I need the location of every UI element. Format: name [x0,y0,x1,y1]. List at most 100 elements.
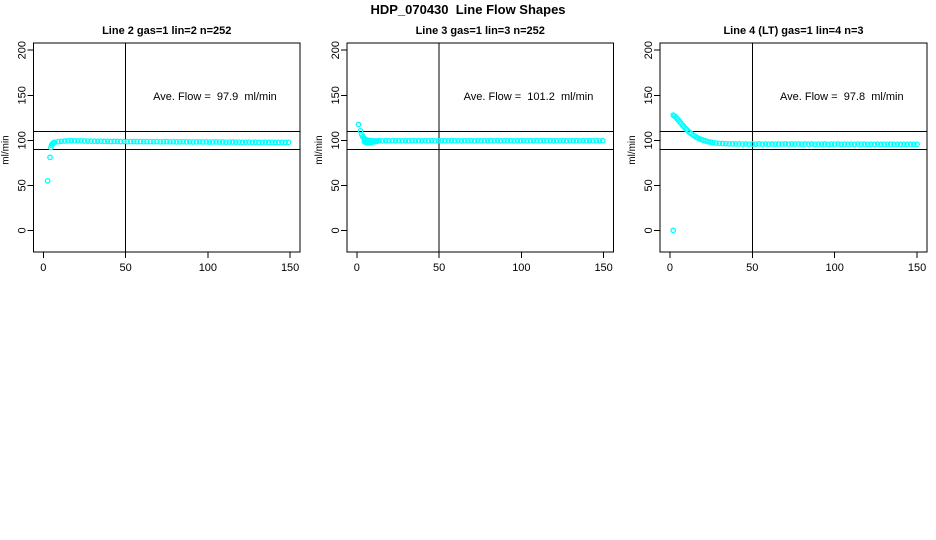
data-point [160,138,167,145]
data-point [821,141,828,147]
x-tick-label: 0 [667,262,673,274]
data-point [272,139,279,146]
data-point [478,137,484,144]
data-point [590,138,596,144]
data-point [878,141,884,148]
data-point [524,138,530,144]
data-point [858,141,864,148]
panel-title: Line 4 (LT) gas=1 lin=4 n=3 [723,25,863,37]
data-point [841,141,848,147]
data-point [553,137,560,144]
panel-title: Line 2 gas=1 lin=2 n=252 [102,25,231,37]
data-point [107,138,114,145]
data-point [576,138,583,144]
y-tick-label: 50 [330,179,342,191]
y-tick-label: 100 [16,131,28,149]
data-point [262,139,269,146]
chart-main-title: HDP_070430 Line Flow Shapes [370,2,566,17]
data-point [183,139,190,145]
data-point [583,137,590,144]
data-point [481,137,488,144]
data-point [451,137,458,144]
data-point [376,137,382,144]
data-point [154,138,160,145]
data-point [573,137,580,144]
data-point [769,141,775,147]
data-point [732,141,739,147]
data-point [372,137,379,144]
data-point [887,141,894,147]
data-point [415,137,422,144]
data-point [409,137,415,144]
x-tick-label: 0 [354,262,360,274]
data-point [84,138,91,144]
data-point [269,139,275,146]
data-point [265,139,272,146]
y-tick-label: 50 [16,179,28,191]
data-point [279,139,285,146]
data-point [140,138,147,145]
data-point [835,141,841,147]
data-point [419,138,425,144]
data-point [854,141,861,147]
x-tick-label: 0 [40,262,46,274]
data-point [904,141,911,148]
x-tick-label: 150 [908,262,926,274]
y-tick-label: 0 [330,227,342,233]
data-point [736,141,742,147]
data-point [209,139,216,145]
data-point [229,139,236,145]
y-tick-label: 150 [330,86,342,104]
data-point [98,138,104,145]
data-point [537,138,544,144]
y-tick-label: 200 [16,41,28,59]
data-point [65,137,71,144]
data-point [144,138,150,145]
series-points [355,121,606,146]
data-point [910,141,917,148]
data-point [61,138,68,144]
data-point [815,141,822,147]
data-point [517,137,524,144]
data-point [127,138,134,145]
data-point [55,138,62,145]
data-point [259,139,266,146]
data-point [193,139,200,145]
data-point [851,141,858,148]
data-point [838,141,845,148]
line-flow-shapes-chart: 0 50 100 150 200 0 50 100 150 ml/min Line 2 gas=1 … [1,25,928,274]
data-point [150,138,157,145]
data-point [795,141,802,147]
data-point [484,138,491,144]
y-tick-label: 100 [330,131,342,149]
data-point [491,137,498,144]
data-point [563,138,570,144]
plot-box [33,42,301,253]
data-point [399,137,405,144]
data-point [812,141,818,148]
data-point [428,137,435,144]
data-point [507,137,514,144]
data-point [180,138,187,145]
y-axis-label: ml/min [627,135,638,164]
data-point [252,139,259,146]
data-point [58,138,65,145]
data-point [395,137,402,144]
data-point [716,140,723,147]
data-point [864,141,871,148]
x-tick-label: 150 [594,262,612,274]
data-point [134,138,140,145]
data-point [91,138,98,145]
data-point [173,139,180,145]
y-tick-label: 200 [330,41,342,59]
series-points [670,112,920,234]
data-point [871,141,878,148]
data-point [792,141,798,147]
plot-box [659,42,928,253]
panel-1: 0 50 100 150 200 0 50 100 150 ml/min Line 3 gas=1 … [314,25,614,274]
y-axis-label: ml/min [314,135,325,164]
data-point [186,138,193,145]
data-point [818,141,825,148]
data-point [68,137,75,144]
data-point [157,138,164,145]
